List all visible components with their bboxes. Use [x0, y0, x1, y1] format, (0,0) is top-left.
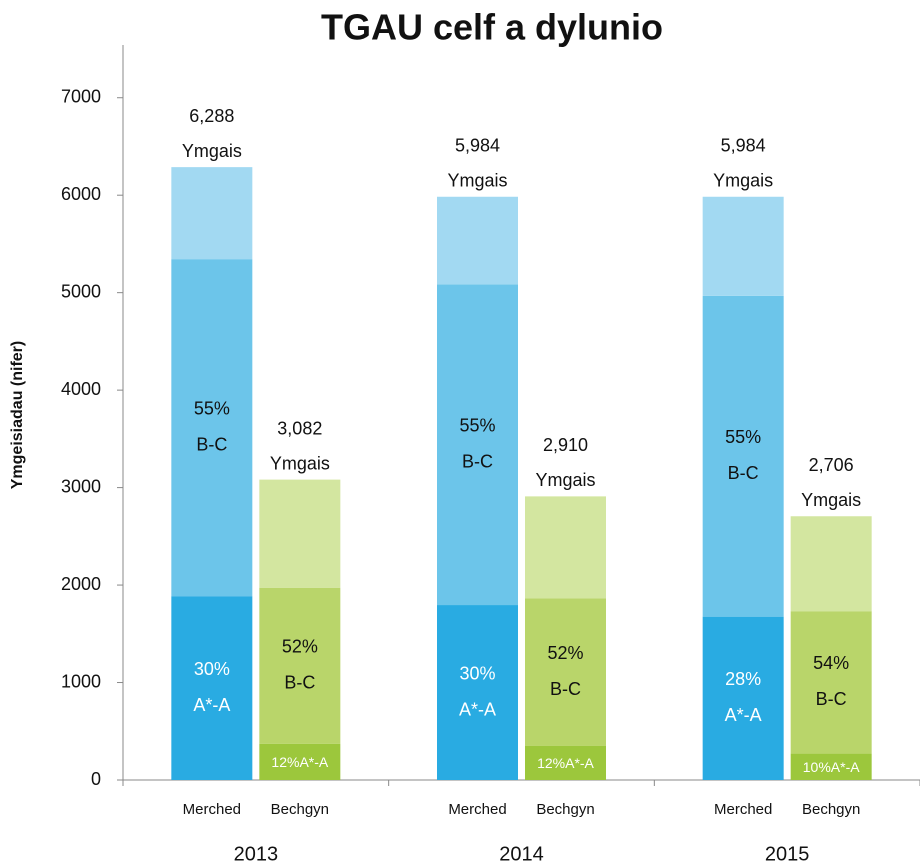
y-tick-label: 2000 — [61, 574, 101, 594]
segment-grade: A*-A — [831, 758, 860, 774]
bar-segment — [437, 196, 518, 285]
segment-grade: A*-A — [565, 755, 594, 771]
bar-segment — [171, 259, 253, 597]
segment-grade: A*-A — [299, 754, 328, 770]
total-label: 6,288 — [189, 106, 234, 126]
bar-segment — [790, 753, 872, 780]
segment-percent: 30% — [459, 663, 495, 683]
segment-label: 12%A*-A — [271, 754, 328, 770]
segment-percent: 55% — [194, 398, 230, 418]
bar-segment — [437, 605, 518, 780]
y-tick-label: 4000 — [61, 379, 101, 399]
segment-percent: 10% — [803, 758, 831, 774]
total-word: Ymgais — [713, 171, 773, 191]
y-axis-label: Ymgeisiadau (nifer) — [9, 341, 26, 489]
bar-segment — [702, 196, 784, 296]
y-tick-label: 1000 — [61, 671, 101, 691]
bar-name: Merched — [183, 801, 241, 818]
total-label: 2,910 — [543, 435, 588, 455]
segment-grade: A*-A — [459, 699, 496, 719]
segment-percent: 12% — [271, 754, 299, 770]
bar-name: Bechgyn — [802, 801, 860, 818]
segment-grade: B-C — [462, 451, 493, 471]
total-label: 5,984 — [455, 136, 500, 156]
bar-segment — [259, 743, 341, 780]
bar-segment — [525, 745, 606, 780]
segment-grade: B-C — [728, 463, 759, 483]
chart-title: TGAU celf a dylunio — [321, 7, 663, 48]
bar-segment — [790, 611, 872, 754]
y-tick-label: 0 — [91, 769, 101, 789]
group-label: 2014 — [499, 843, 544, 865]
segment-grade: B-C — [284, 673, 315, 693]
bar-name: Merched — [714, 801, 772, 818]
total-word: Ymgais — [270, 453, 330, 473]
segment-grade: B-C — [550, 679, 581, 699]
bar-name: Merched — [448, 801, 506, 818]
bar-segment — [525, 598, 606, 746]
bar-name: Bechgyn — [536, 801, 594, 818]
segment-percent: 55% — [459, 415, 495, 435]
segment-grade: A*-A — [725, 705, 762, 725]
total-label: 5,984 — [721, 136, 766, 156]
segment-grade: B-C — [196, 434, 227, 454]
bar-segment — [702, 295, 784, 617]
segment-percent: 12% — [537, 755, 565, 771]
bar-name: Bechgyn — [271, 801, 329, 818]
segment-grade: B-C — [816, 689, 847, 709]
group-label: 2013 — [234, 843, 279, 865]
bar-segment — [171, 167, 253, 260]
segment-percent: 30% — [194, 659, 230, 679]
segment-percent: 54% — [813, 653, 849, 673]
y-tick-label: 5000 — [61, 281, 101, 301]
segment-percent: 55% — [725, 427, 761, 447]
total-word: Ymgais — [801, 490, 861, 510]
segment-label: 12%A*-A — [537, 755, 594, 771]
bar-segment — [259, 479, 341, 588]
bar-segment — [437, 284, 518, 606]
total-label: 2,706 — [809, 455, 854, 475]
bar-segment — [259, 587, 341, 744]
bar-segment — [171, 596, 253, 780]
bar-segment — [702, 616, 784, 780]
y-tick-label: 3000 — [61, 476, 101, 496]
segment-percent: 52% — [547, 643, 583, 663]
total-word: Ymgais — [535, 470, 595, 490]
segment-percent: 28% — [725, 669, 761, 689]
bar-segment — [790, 516, 872, 612]
total-word: Ymgais — [447, 171, 507, 191]
total-label: 3,082 — [277, 418, 322, 438]
segment-percent: 52% — [282, 637, 318, 657]
segment-grade: A*-A — [193, 695, 230, 715]
group-label: 2015 — [765, 843, 810, 865]
bar-segment — [525, 496, 606, 599]
y-tick-label: 7000 — [61, 86, 101, 106]
y-tick-label: 6000 — [61, 184, 101, 204]
total-word: Ymgais — [182, 141, 242, 161]
segment-label: 10%A*-A — [803, 758, 860, 774]
